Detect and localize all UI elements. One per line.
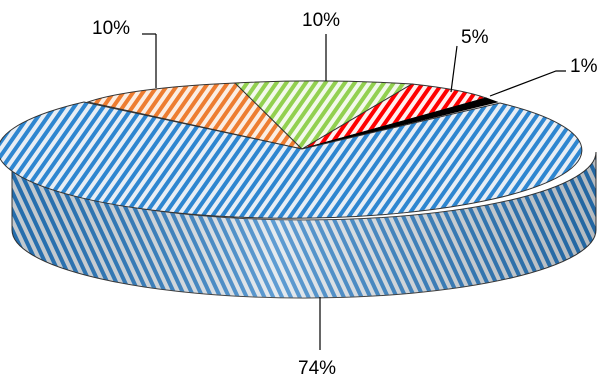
pie-slice-black	[301, 97, 499, 150]
leader-line-black	[489, 70, 566, 97]
pie-slice-red	[301, 83, 488, 150]
pie-side-shade	[12, 152, 596, 298]
data-label-green: 10%	[302, 10, 340, 31]
leader-line-red	[450, 45, 458, 93]
pie-slice-blue	[0, 101, 583, 219]
data-label-red: 5%	[461, 27, 489, 48]
pie-slice-orange	[86, 82, 304, 150]
data-label-orange: 10%	[92, 18, 130, 39]
pie-slice-green	[233, 80, 414, 150]
data-label-black: 1%	[570, 56, 598, 77]
data-label-blue: 74%	[298, 358, 336, 379]
